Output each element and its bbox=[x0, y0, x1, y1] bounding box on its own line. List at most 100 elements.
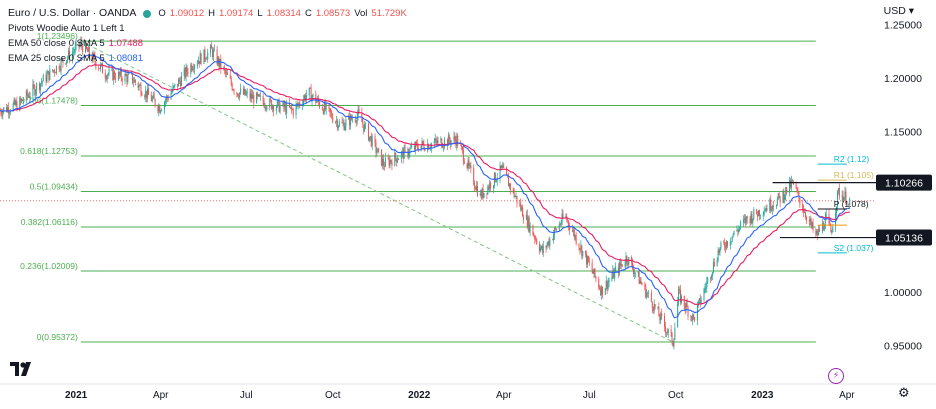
candle-body bbox=[723, 242, 725, 243]
x-tick-label-0: 2021 bbox=[65, 390, 88, 401]
candle-body bbox=[654, 303, 656, 308]
candle-body bbox=[490, 182, 492, 189]
candle-body bbox=[82, 46, 84, 53]
candle-body bbox=[495, 180, 497, 182]
candle-body bbox=[62, 59, 64, 64]
candle-body bbox=[545, 246, 547, 248]
candle-body bbox=[236, 92, 238, 94]
currency-selector[interactable]: USD ▾ bbox=[884, 5, 914, 17]
candle-body bbox=[291, 109, 293, 110]
candle-body bbox=[618, 262, 620, 274]
candle-body bbox=[673, 339, 675, 347]
candle-body bbox=[79, 44, 81, 47]
candle-body bbox=[198, 60, 200, 64]
candle-body bbox=[691, 316, 693, 321]
candle-body bbox=[219, 58, 221, 67]
candle-body bbox=[621, 264, 623, 267]
candle-body bbox=[436, 141, 438, 144]
candle-body bbox=[516, 196, 518, 204]
candle-body bbox=[196, 63, 198, 66]
candle-body bbox=[395, 152, 397, 159]
symbol-title[interactable]: Euro / U.S. Dollar · OANDA bbox=[8, 7, 137, 19]
candle-body bbox=[758, 210, 760, 217]
candle-body bbox=[776, 198, 778, 206]
candle-body bbox=[225, 69, 227, 74]
candle-body bbox=[707, 277, 709, 282]
candle-body bbox=[85, 43, 87, 49]
candle-body bbox=[332, 118, 334, 123]
candle-body bbox=[711, 275, 713, 279]
candle-body bbox=[39, 83, 41, 91]
candle-body bbox=[637, 271, 639, 273]
candle-body bbox=[822, 222, 824, 230]
candle-body bbox=[444, 139, 446, 147]
candle-body bbox=[554, 228, 556, 230]
candle-body bbox=[633, 272, 635, 274]
candle-body bbox=[341, 121, 343, 124]
candle-body bbox=[183, 68, 185, 76]
fib-level-label-0: 0(0.95372) bbox=[37, 332, 78, 342]
candle-body bbox=[49, 69, 51, 80]
candle-body bbox=[105, 77, 107, 80]
candle-body bbox=[91, 55, 93, 62]
candle-body bbox=[289, 106, 291, 108]
candle-body bbox=[21, 99, 23, 102]
candle-body bbox=[658, 307, 660, 317]
candle-body bbox=[830, 225, 832, 233]
candle-body bbox=[844, 191, 846, 198]
candle-body bbox=[272, 105, 274, 110]
candle-body bbox=[644, 285, 646, 286]
candle-body bbox=[276, 101, 278, 108]
candle-body bbox=[461, 146, 463, 150]
candle-body bbox=[376, 152, 378, 153]
ema25-line bbox=[0, 54, 851, 319]
candle-body bbox=[117, 72, 119, 80]
candle-body bbox=[824, 217, 826, 229]
candle-body bbox=[71, 52, 73, 60]
candle-body bbox=[269, 98, 271, 108]
candle-body bbox=[632, 262, 634, 269]
candle-body bbox=[671, 332, 673, 344]
candle-body bbox=[216, 49, 218, 65]
candle-body bbox=[462, 149, 464, 162]
candle-body bbox=[365, 123, 367, 125]
candle-body bbox=[409, 148, 411, 154]
candle-body bbox=[784, 196, 786, 201]
gear-icon[interactable]: ⚙ bbox=[898, 385, 910, 400]
ema50-line bbox=[0, 64, 850, 305]
candle-body bbox=[356, 115, 358, 123]
candle-body bbox=[8, 112, 10, 114]
indicator-ema50[interactable]: EMA 50 close 0 SMA 5 1.07488 bbox=[8, 36, 407, 51]
candle-body bbox=[508, 183, 510, 187]
candle-body bbox=[271, 100, 273, 110]
candle-body bbox=[46, 74, 48, 82]
candle-body bbox=[441, 138, 443, 148]
candle-body bbox=[558, 224, 560, 231]
candle-body bbox=[599, 287, 601, 289]
candle-body bbox=[139, 85, 141, 86]
candle-body bbox=[585, 250, 587, 254]
candle-body bbox=[252, 95, 254, 99]
candle-body bbox=[81, 41, 83, 47]
candle-body bbox=[601, 286, 603, 295]
lightning-icon[interactable]: ⚡ bbox=[828, 368, 844, 384]
candle-body bbox=[778, 193, 780, 197]
x-tick-label-6: Jul bbox=[583, 390, 596, 401]
candle-body bbox=[434, 138, 436, 143]
candle-body bbox=[250, 93, 252, 99]
indicator-ema25[interactable]: EMA 25 close 0 SMA 5 1.08081 bbox=[8, 51, 407, 66]
candle-body bbox=[381, 149, 383, 166]
candle-body bbox=[80, 41, 82, 45]
candle-body bbox=[600, 288, 602, 295]
chart-legend: Euro / U.S. Dollar · OANDA O 1.09012 H 1.0… bbox=[8, 6, 407, 66]
pivot-label-r2: R2 (1.12) bbox=[834, 154, 870, 164]
candle-body bbox=[694, 317, 696, 321]
candle-body bbox=[73, 51, 75, 53]
candle-body bbox=[724, 242, 726, 248]
candle-body bbox=[14, 99, 16, 105]
candle-body bbox=[305, 95, 307, 101]
candle-body bbox=[440, 138, 442, 141]
indicator-pivots[interactable]: Pivots Woodie Auto 1 Left 1 bbox=[8, 21, 407, 36]
